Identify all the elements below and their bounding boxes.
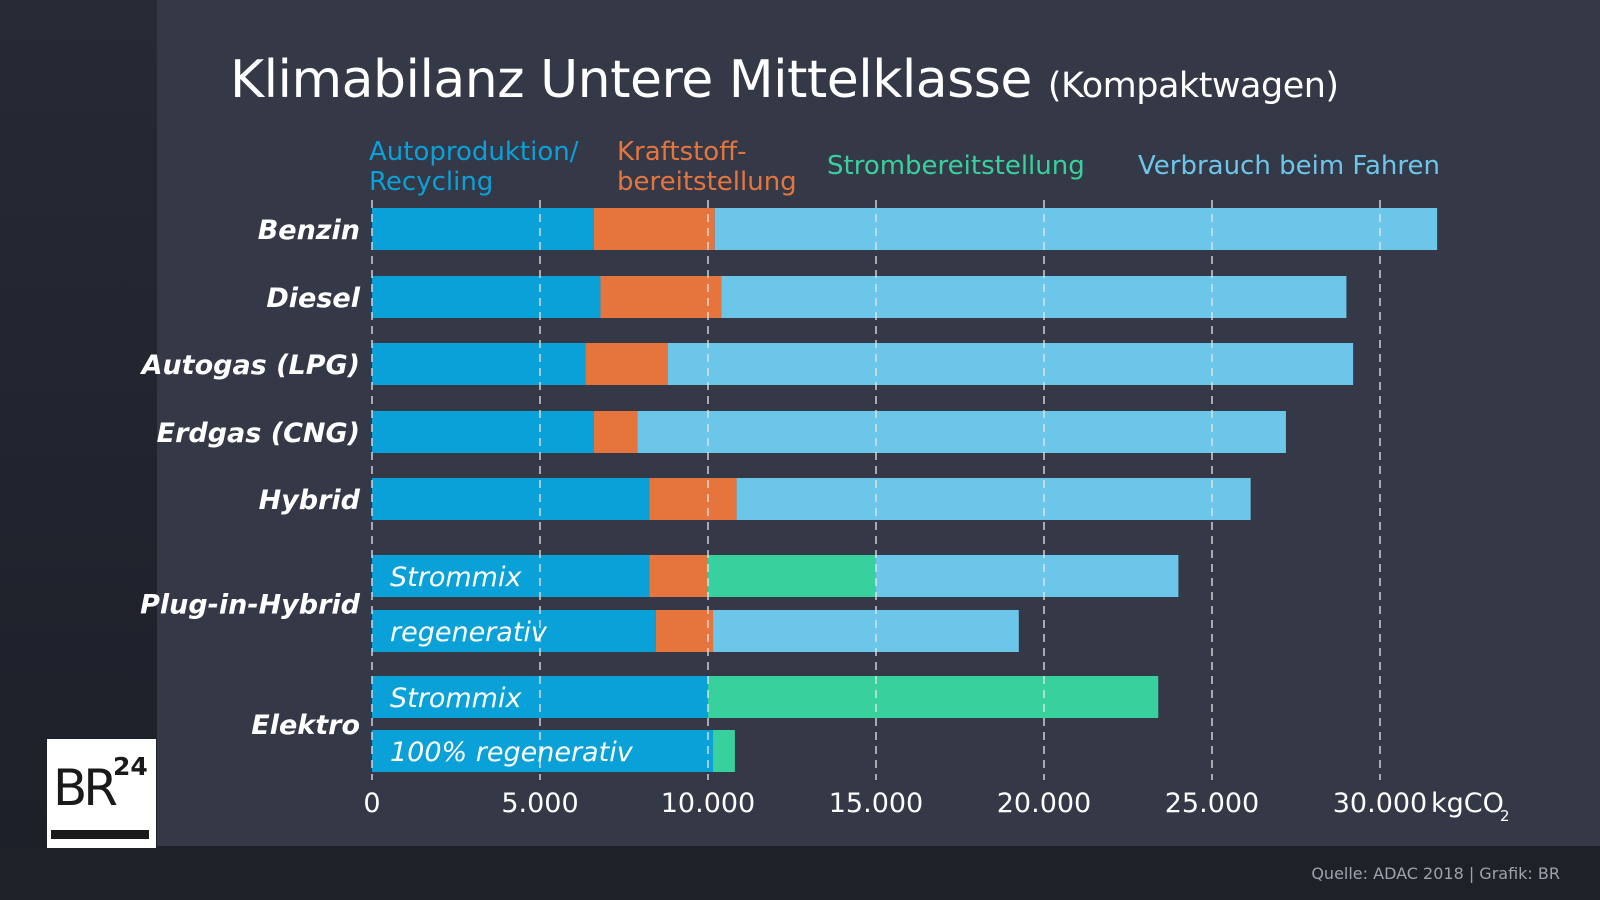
x-tick-label: 25.000 <box>1165 788 1259 819</box>
category-label: Hybrid <box>259 485 361 516</box>
legend-label-kraftstoff: bereitstellung <box>617 167 797 197</box>
left-sidebar-background <box>0 0 157 846</box>
bar-sub-label: 100% regenerativ <box>390 737 634 768</box>
bar-sub-label: regenerativ <box>390 617 548 648</box>
legend-label-autoproduktion: Recycling <box>369 167 493 197</box>
bar-segment-autoproduktion <box>372 411 594 453</box>
bar-segment-kraftstoff <box>649 478 737 520</box>
svg-text:24: 24 <box>113 752 148 781</box>
bar-segment-verbrauch <box>736 478 1251 520</box>
legend-label-autoproduktion: Autoproduktion/ <box>369 137 579 167</box>
chart-subtitle: (Kompaktwagen) <box>1047 66 1339 106</box>
category-label: Benzin <box>258 215 360 246</box>
svg-text:BR: BR <box>53 759 117 817</box>
stacked-bar-chart: 0 5.000 10.000 15.000 20.000 25.000 30.000 kgCO… <box>140 137 1510 825</box>
bar-sub-label: Strommix <box>390 562 522 593</box>
x-tick-label: 0 <box>363 788 380 819</box>
bar-segment-kraftstoff <box>649 555 708 597</box>
x-unit-label: kgCO <box>1431 788 1504 819</box>
br24-logo-mark: BR 24 <box>51 752 149 839</box>
x-tick-label: 30.000 <box>1333 788 1427 819</box>
x-tick-label: 15.000 <box>829 788 923 819</box>
bar-segment-autoproduktion <box>372 478 650 520</box>
footer-strip <box>0 846 1600 900</box>
bar-segment-kraftstoff <box>600 276 722 318</box>
legend-label-verbrauch: Verbrauch beim Fahren <box>1138 151 1440 181</box>
bar-segment-verbrauch <box>714 208 1438 250</box>
legend-label-strom: Strombereitstellung <box>827 151 1085 181</box>
bar-segment-verbrauch <box>637 411 1286 453</box>
bar-segment-autoproduktion <box>372 343 586 385</box>
bar-segment-verbrauch <box>667 343 1354 385</box>
bar-segment-verbrauch <box>721 276 1347 318</box>
bar-segment-kraftstoff <box>655 610 714 652</box>
category-label: Erdgas (CNG) <box>157 418 360 449</box>
br24-logo: BR 24 <box>47 739 156 848</box>
bar-segment-autoproduktion <box>372 208 594 250</box>
bar-segment-verbrauch <box>713 610 1019 652</box>
bar-segment-autoproduktion <box>372 610 656 652</box>
bar-segment-autoproduktion <box>372 730 714 772</box>
bar-sub-label: Strommix <box>390 683 522 714</box>
source-credit: Quelle: ADAC 2018 | Grafik: BR <box>1311 864 1560 883</box>
chart-title-main: Klimabilanz Untere Mittelklasse <box>230 50 1032 110</box>
x-tick-label: 20.000 <box>997 788 1091 819</box>
category-label: Autogas (LPG) <box>140 350 360 381</box>
bar-segment-strom <box>708 555 876 597</box>
bar-segment-kraftstoff <box>593 208 715 250</box>
bar-segment-strom <box>708 676 1159 718</box>
legend-label-kraftstoff: Kraftstoff- <box>617 137 747 167</box>
category-label: Plug-in-Hybrid <box>140 590 361 621</box>
chart-title: Klimabilanz Untere Mittelklasse (Kompakt… <box>230 50 1339 110</box>
bar-segment-strom <box>713 730 735 772</box>
bar-segment-kraftstoff <box>593 411 638 453</box>
category-label: Diesel <box>266 283 360 314</box>
x-tick-label: 10.000 <box>661 788 755 819</box>
bar-segment-verbrauch <box>876 555 1179 597</box>
bar-segment-autoproduktion <box>372 276 601 318</box>
x-unit-subscript: 2 <box>1500 807 1510 825</box>
category-label: Elektro <box>251 710 360 741</box>
x-tick-label: 5.000 <box>501 788 578 819</box>
bar-segment-autoproduktion <box>372 555 650 597</box>
bar-segment-kraftstoff <box>585 343 668 385</box>
